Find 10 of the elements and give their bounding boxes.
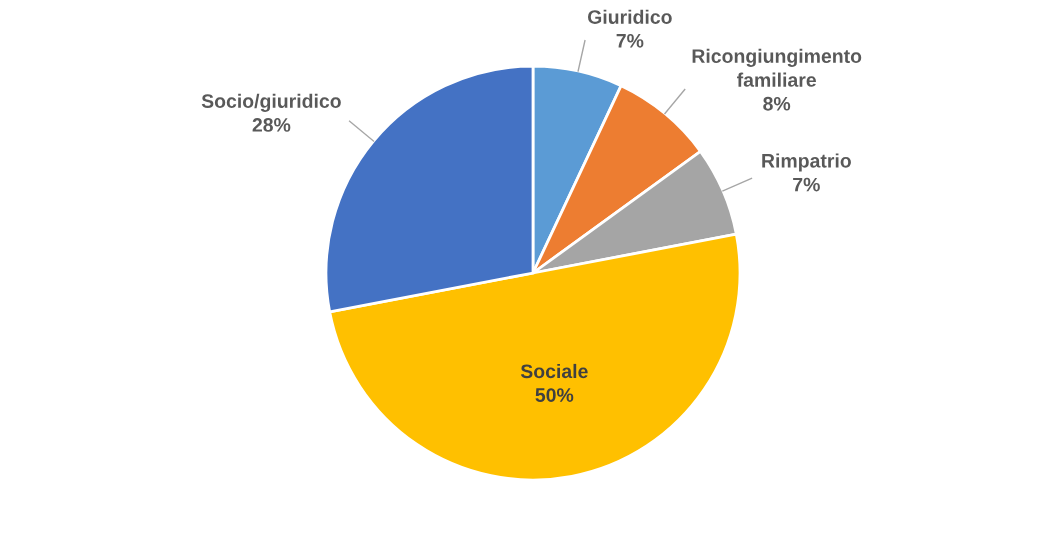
slice-label: Sociale [520, 363, 588, 379]
data-label: 50% [535, 388, 574, 402]
data-label: 7% [793, 177, 820, 192]
data-label: 28% [252, 118, 291, 132]
slice-label: Rimpatrio [762, 153, 851, 172]
data-label: 8% [763, 96, 791, 111]
slice-label: Socio/giuridico [201, 93, 341, 112]
data-label: 7% [616, 33, 644, 48]
slice-label: Ricongiungimento familiare [692, 48, 862, 87]
slice-label: Giuridico [587, 9, 672, 24]
